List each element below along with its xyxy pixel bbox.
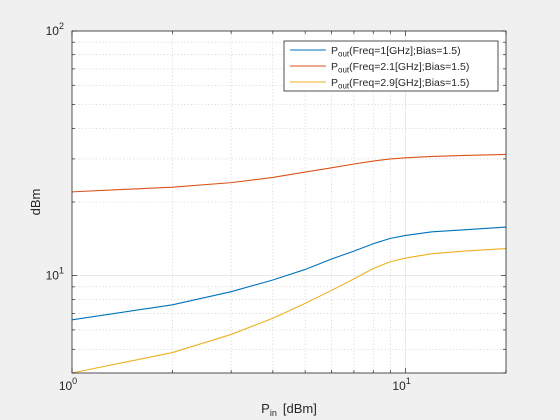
x-tick-label: 100 <box>59 376 77 393</box>
ticks: 100 101 101 102 <box>46 21 507 393</box>
legend-label-2: Pout(Freq=2.1[GHz];Bias=1.5) <box>331 61 469 75</box>
y-tick-label: 102 <box>46 21 64 38</box>
series-line-2 <box>71 153 507 193</box>
legend-label-3: Pout(Freq=2.9[GHz];Bias=1.5) <box>331 77 469 91</box>
series-layer <box>71 153 507 374</box>
y-tick-label: 101 <box>46 266 64 283</box>
x-tick-label: 101 <box>392 376 410 393</box>
x-axis-label: Pin [dBm] <box>261 401 317 418</box>
grid <box>72 31 506 373</box>
x-axis-label-sub: in <box>270 408 277 418</box>
y-axis-label: dBm <box>28 189 43 216</box>
legend-label-1: Pout(Freq=1[GHz];Bias=1.5) <box>331 45 461 59</box>
x-axis-label-unit: [dBm] <box>283 401 317 416</box>
legend: Pout(Freq=1[GHz];Bias=1.5) Pout(Freq=2.1[… <box>283 40 499 92</box>
series-line-1 <box>71 226 507 321</box>
series-line-3 <box>71 248 507 374</box>
